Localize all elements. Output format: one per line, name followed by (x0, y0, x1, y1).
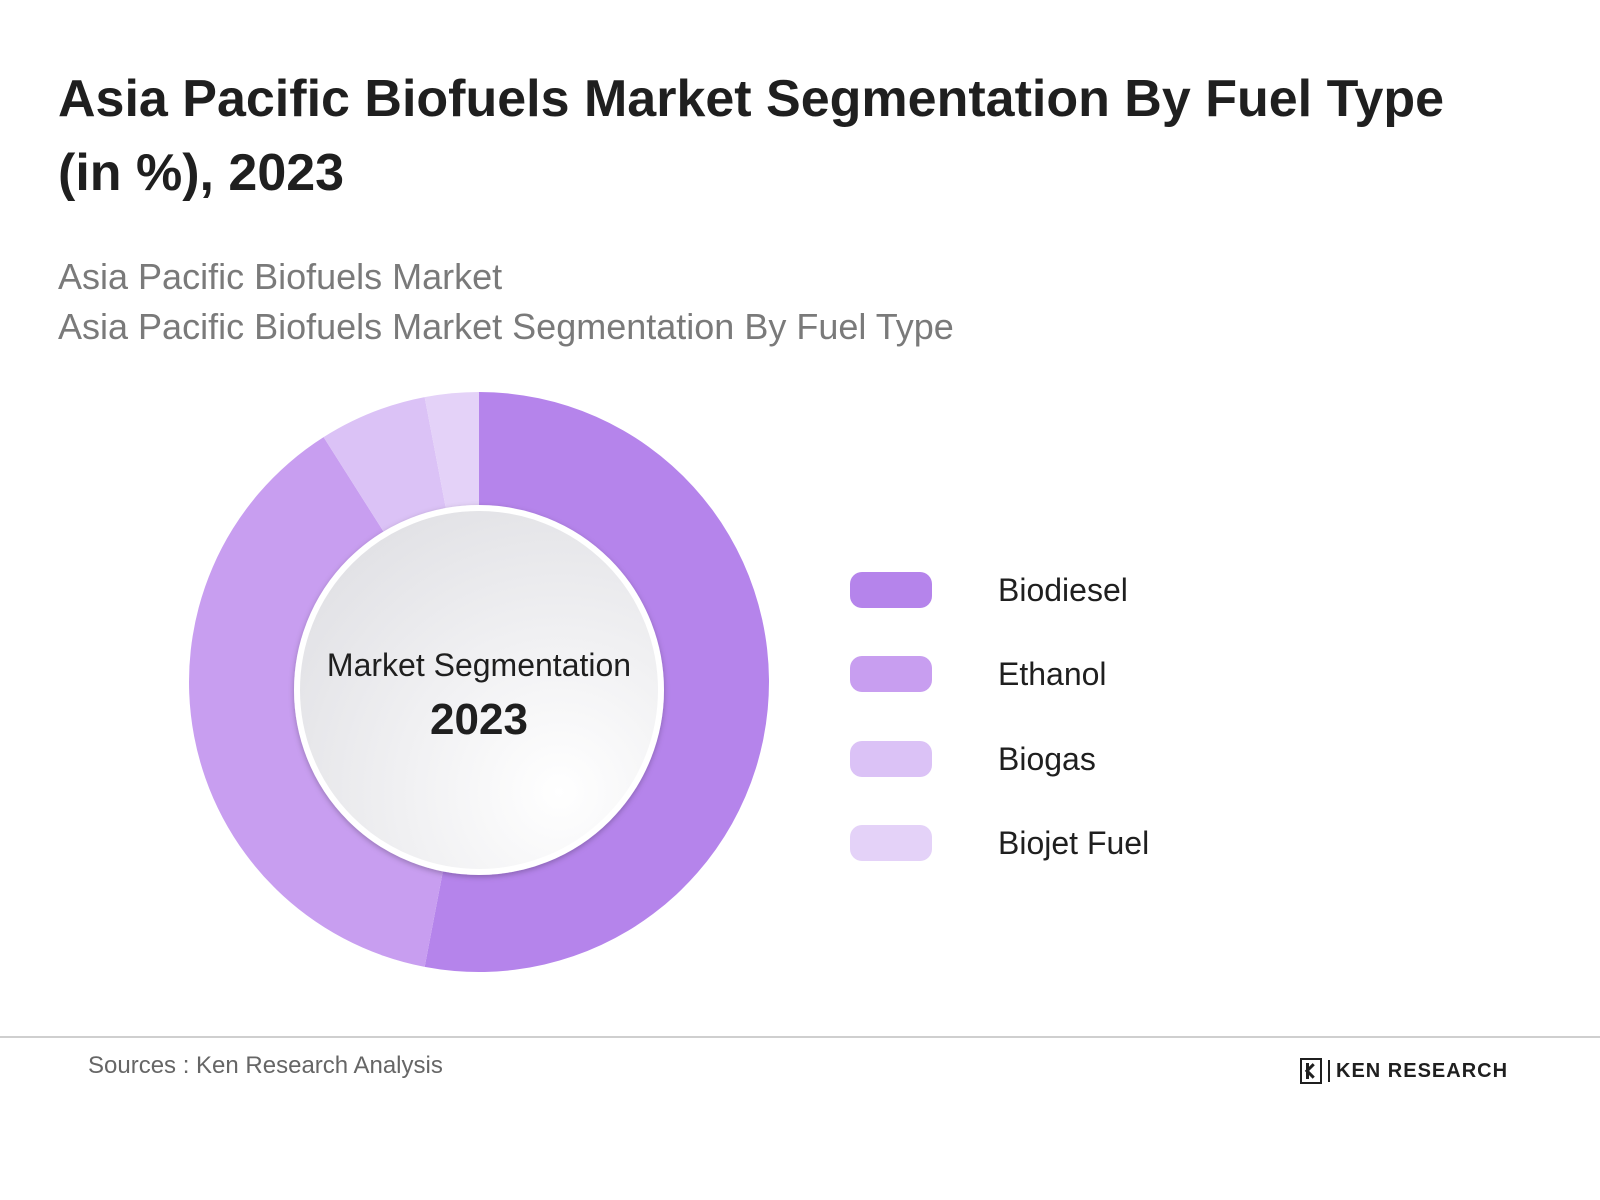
logo-mark-icon (1300, 1058, 1322, 1084)
subtitle-line-1: Asia Pacific Biofuels Market (58, 256, 503, 297)
legend-label: Biodiesel (998, 572, 1128, 608)
legend-swatch (850, 825, 932, 861)
legend-item-biodiesel: Biodiesel (850, 570, 1250, 610)
logo-separator (1328, 1060, 1330, 1082)
sources-note: Sources : Ken Research Analysis (88, 1052, 443, 1079)
donut-slice-biojet-fuel (424, 392, 479, 510)
donut-center-disc (294, 505, 664, 875)
donut-slice-biogas (323, 397, 447, 534)
legend-swatch (850, 656, 932, 692)
chart-subtitle: Asia Pacific Biofuels Market Asia Pacifi… (58, 252, 954, 352)
donut-center-label: Market Segmentation (327, 647, 631, 683)
legend-label: Biojet Fuel (998, 825, 1150, 861)
legend-label: Biogas (998, 741, 1096, 777)
legend-item-ethanol: Ethanol (850, 654, 1250, 694)
legend-swatch (850, 741, 932, 777)
donut-center-year: 2023 (430, 695, 528, 744)
ken-research-logo: KEN RESEARCH (1300, 1056, 1508, 1086)
donut-chart: Market Segmentation 2023 (189, 392, 770, 972)
legend-item-biogas: Biogas (850, 739, 1250, 779)
legend-swatch (850, 572, 932, 608)
logo-text: KEN RESEARCH (1336, 1059, 1509, 1082)
legend-item-biojet-fuel: Biojet Fuel (850, 823, 1250, 863)
chart-title: Asia Pacific Biofuels Market Segmentatio… (58, 70, 1445, 202)
donut-slice-biodiesel (424, 392, 770, 972)
legend-label: Ethanol (998, 656, 1107, 692)
footer-divider (0, 1036, 1600, 1038)
subtitle-line-2: Asia Pacific Biofuels Market Segmentatio… (58, 306, 954, 347)
